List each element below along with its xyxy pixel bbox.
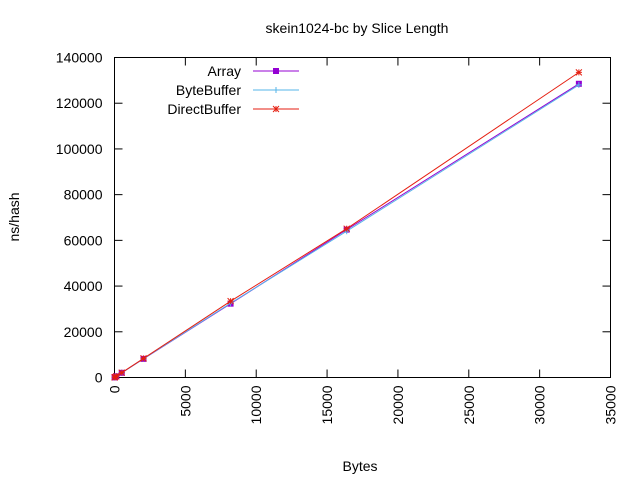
- x-tick-label: 15000: [319, 385, 335, 424]
- legend: Array ByteBuffer DirectBuffer: [167, 63, 299, 117]
- x-tick-label: 35000: [603, 385, 619, 424]
- plot-frame: [114, 57, 611, 378]
- x-axis-label: Bytes: [342, 458, 377, 474]
- x-tick-label: 20000: [390, 385, 406, 424]
- data-point: [575, 81, 582, 88]
- data-point: [273, 87, 279, 93]
- data-point: [227, 297, 234, 305]
- y-tick-label: 140000: [56, 50, 103, 66]
- data-point: [112, 372, 120, 380]
- legend-label: Array: [208, 63, 241, 79]
- y-axis-label: ns/hash: [6, 192, 22, 241]
- x-tick-label: 0: [107, 385, 123, 393]
- axis-ticks: 0 20000 40000 60000 80000 100000 120000 140000 0…: [56, 50, 619, 425]
- x-tick-label: 30000: [532, 385, 548, 424]
- y-tick-label: 100000: [56, 141, 103, 157]
- series-layer: [111, 69, 583, 381]
- y-tick-label: 80000: [64, 187, 103, 203]
- y-tick-label: 0: [95, 370, 103, 386]
- data-point: [273, 68, 279, 74]
- y-tick-label: 20000: [64, 324, 103, 340]
- legend-label: ByteBuffer: [176, 82, 241, 98]
- legend-label: DirectBuffer: [167, 101, 241, 117]
- x-tick-label: 10000: [248, 385, 264, 424]
- data-point: [272, 105, 280, 113]
- data-point: [575, 69, 583, 76]
- series-directbuffer: [111, 69, 583, 381]
- y-tick-label: 40000: [64, 278, 103, 294]
- series-line: [114, 71, 580, 378]
- y-tick-label: 60000: [64, 232, 103, 248]
- x-tick-label: 25000: [461, 385, 477, 424]
- chart-title: skein1024-bc by Slice Length: [266, 20, 449, 36]
- y-tick-label: 120000: [56, 95, 103, 111]
- data-point: [343, 225, 351, 233]
- x-tick-label: 5000: [177, 385, 193, 416]
- data-point: [140, 355, 147, 362]
- data-point: [118, 369, 126, 377]
